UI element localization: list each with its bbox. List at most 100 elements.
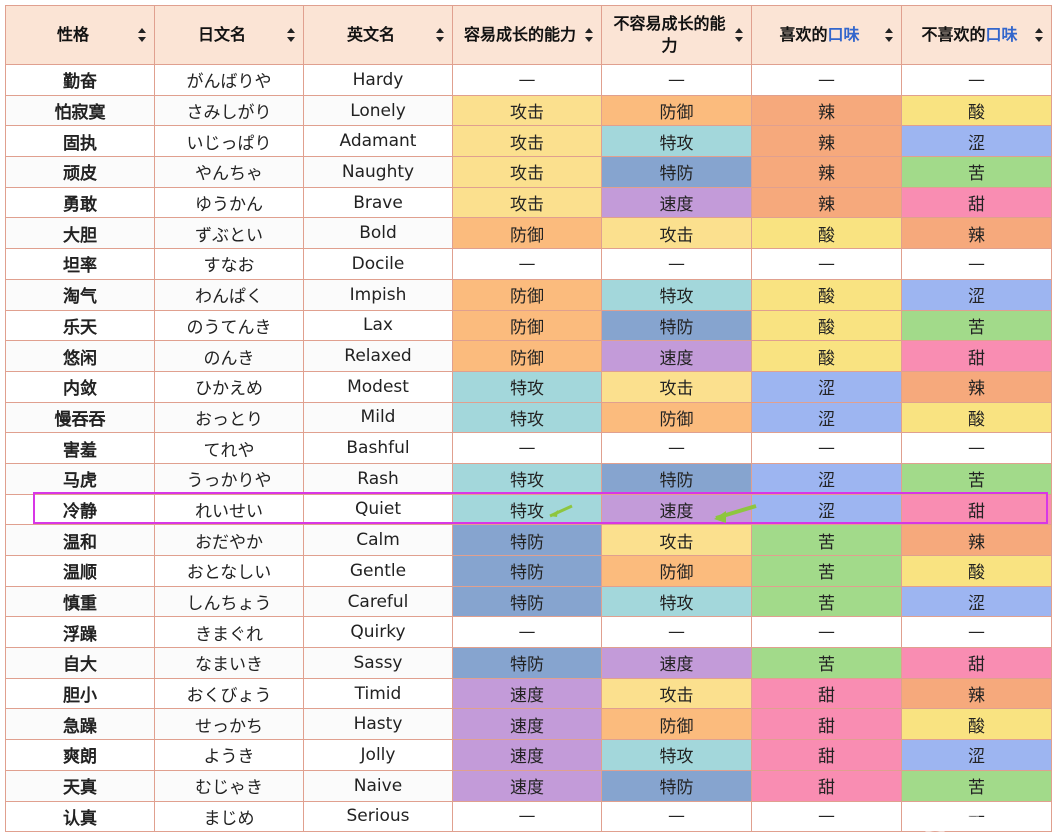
cell-liked-flavor: 甜 [751, 708, 902, 741]
cell-english-name: Modest [303, 370, 453, 403]
cell-disliked-flavor: 酸 [901, 401, 1052, 434]
cell-liked-flavor: 甜 [751, 739, 902, 771]
cell-liked-flavor: 辣 [751, 156, 902, 188]
cell-disliked-flavor: 甜 [901, 186, 1052, 219]
sort-header-nature[interactable]: 性格 [5, 5, 155, 65]
cell-decreased-stat: — [601, 432, 752, 464]
cell-liked-flavor: 甜 [751, 769, 902, 802]
cell-nature: 勇敢 [5, 186, 155, 219]
cell-english-name: Hardy [303, 64, 453, 96]
flavor-link[interactable]: 口味 [827, 25, 860, 44]
table-row: 淘气 わんぱく Impish 防御 特攻酸涩 [5, 278, 1052, 311]
cell-disliked-flavor: 苦 [901, 769, 1052, 802]
cell-decreased-stat: 特攻 [601, 125, 752, 158]
cell-decreased-stat: — [601, 616, 752, 649]
cell-disliked-flavor: 涩 [901, 585, 1052, 618]
cell-japanese-name: さみしがり [154, 94, 304, 127]
cell-decreased-stat: 攻击 [601, 524, 752, 556]
sort-arrows-icon [585, 28, 593, 42]
cell-liked-flavor: 苦 [751, 585, 902, 618]
sort-header-increased-stat[interactable]: 容易成长的能力 [452, 5, 602, 65]
cell-disliked-flavor: — [901, 616, 1052, 649]
table-row: 慎重 しんちょう Careful 特防 特攻苦涩 [5, 585, 1052, 618]
cell-japanese-name: しんちょう [154, 585, 304, 618]
cell-increased-stat: 特防 [452, 585, 602, 618]
cell-japanese-name: ゆうかん [154, 186, 304, 219]
cell-english-name: Naughty [303, 156, 453, 188]
cell-increased-stat: 速度 [452, 677, 602, 710]
cell-liked-flavor: 酸 [751, 309, 902, 342]
sort-arrows-icon [885, 28, 893, 42]
cell-increased-stat: 特攻 [452, 370, 602, 403]
cell-english-name: Lax [303, 309, 453, 342]
sort-header-liked-flavor[interactable]: 喜欢的口味 [751, 5, 902, 65]
sort-arrows-icon [138, 28, 146, 42]
cell-decreased-stat: 攻击 [601, 370, 752, 403]
cell-english-name: Rash [303, 462, 453, 495]
cell-disliked-flavor: 涩 [901, 278, 1052, 311]
cell-nature: 认真 [5, 800, 155, 833]
cell-liked-flavor: 苦 [751, 647, 902, 679]
cell-english-name: Sassy [303, 647, 453, 679]
cell-liked-flavor: — [751, 248, 902, 280]
cell-increased-stat: 速度 [452, 739, 602, 771]
table-row: 爽朗 ようき Jolly 速度 特攻甜涩 [5, 739, 1052, 771]
cell-increased-stat: 特攻 [452, 401, 602, 434]
cell-decreased-stat: 防御 [601, 401, 752, 434]
sort-header-english-name[interactable]: 英文名 [303, 5, 453, 65]
sort-header-decreased-stat[interactable]: 不容易成长的能力 [601, 5, 752, 65]
flavor-link[interactable]: 口味 [985, 25, 1018, 44]
cell-liked-flavor: 涩 [751, 462, 902, 495]
cell-nature: 固执 [5, 125, 155, 158]
cell-increased-stat: — [452, 432, 602, 464]
cell-english-name: Mild [303, 401, 453, 434]
cell-disliked-flavor: 苦 [901, 156, 1052, 188]
cell-decreased-stat: 速度 [601, 186, 752, 219]
nature-table: 性格 日文名 英文名 容易成长的能力 不容易成长的能力 喜欢的口味 不喜欢的口味… [5, 5, 1052, 833]
header-label-prefix: 喜欢的 [779, 25, 828, 44]
cell-increased-stat: 防御 [452, 217, 602, 250]
cell-increased-stat: 防御 [452, 309, 602, 342]
header-label: 日文名 [197, 25, 246, 44]
cell-japanese-name: おくびょう [154, 677, 304, 710]
cell-decreased-stat: 特防 [601, 462, 752, 495]
cell-decreased-stat: 特防 [601, 309, 752, 342]
cell-nature: 怕寂寞 [5, 94, 155, 127]
cell-increased-stat: 防御 [452, 340, 602, 372]
table-row: 急躁 せっかち Hasty 速度 防御甜酸 [5, 708, 1052, 741]
cell-english-name: Gentle [303, 555, 453, 587]
table-row: 温和 おだやか Calm 特防 攻击苦辣 [5, 524, 1052, 556]
cell-english-name: Brave [303, 186, 453, 219]
cell-decreased-stat: 特攻 [601, 585, 752, 618]
cell-japanese-name: のうてんき [154, 309, 304, 342]
cell-nature: 爽朗 [5, 739, 155, 771]
cell-japanese-name: がんばりや [154, 64, 304, 96]
cell-disliked-flavor: 甜 [901, 647, 1052, 679]
cell-liked-flavor: — [751, 616, 902, 649]
table-row: 大胆 ずぶとい Bold 防御 攻击酸辣 [5, 217, 1052, 250]
cell-increased-stat: 攻击 [452, 186, 602, 219]
cell-liked-flavor: 酸 [751, 217, 902, 250]
cell-liked-flavor: 辣 [751, 94, 902, 127]
cell-disliked-flavor: 甜 [901, 493, 1052, 526]
cell-decreased-stat: — [601, 248, 752, 280]
cell-english-name: Docile [303, 248, 453, 280]
sort-header-disliked-flavor[interactable]: 不喜欢的口味 [901, 5, 1052, 65]
cell-liked-flavor: 酸 [751, 278, 902, 311]
cell-nature: 大胆 [5, 217, 155, 250]
sort-header-japanese-name[interactable]: 日文名 [154, 5, 304, 65]
header-label: 性格 [56, 25, 89, 44]
cell-disliked-flavor: 辣 [901, 370, 1052, 403]
cell-japanese-name: すなお [154, 248, 304, 280]
cell-decreased-stat: 速度 [601, 493, 752, 526]
cell-japanese-name: ようき [154, 739, 304, 771]
cell-liked-flavor: 涩 [751, 401, 902, 434]
cell-nature: 急躁 [5, 708, 155, 741]
cell-decreased-stat: 特攻 [601, 739, 752, 771]
cell-japanese-name: のんき [154, 340, 304, 372]
table-row: 冷静 れいせい Quiet 特攻 速度涩甜 [5, 493, 1052, 526]
cell-decreased-stat: — [601, 800, 752, 833]
cell-decreased-stat: 特防 [601, 156, 752, 188]
cell-liked-flavor: 苦 [751, 555, 902, 587]
cell-nature: 悠闲 [5, 340, 155, 372]
